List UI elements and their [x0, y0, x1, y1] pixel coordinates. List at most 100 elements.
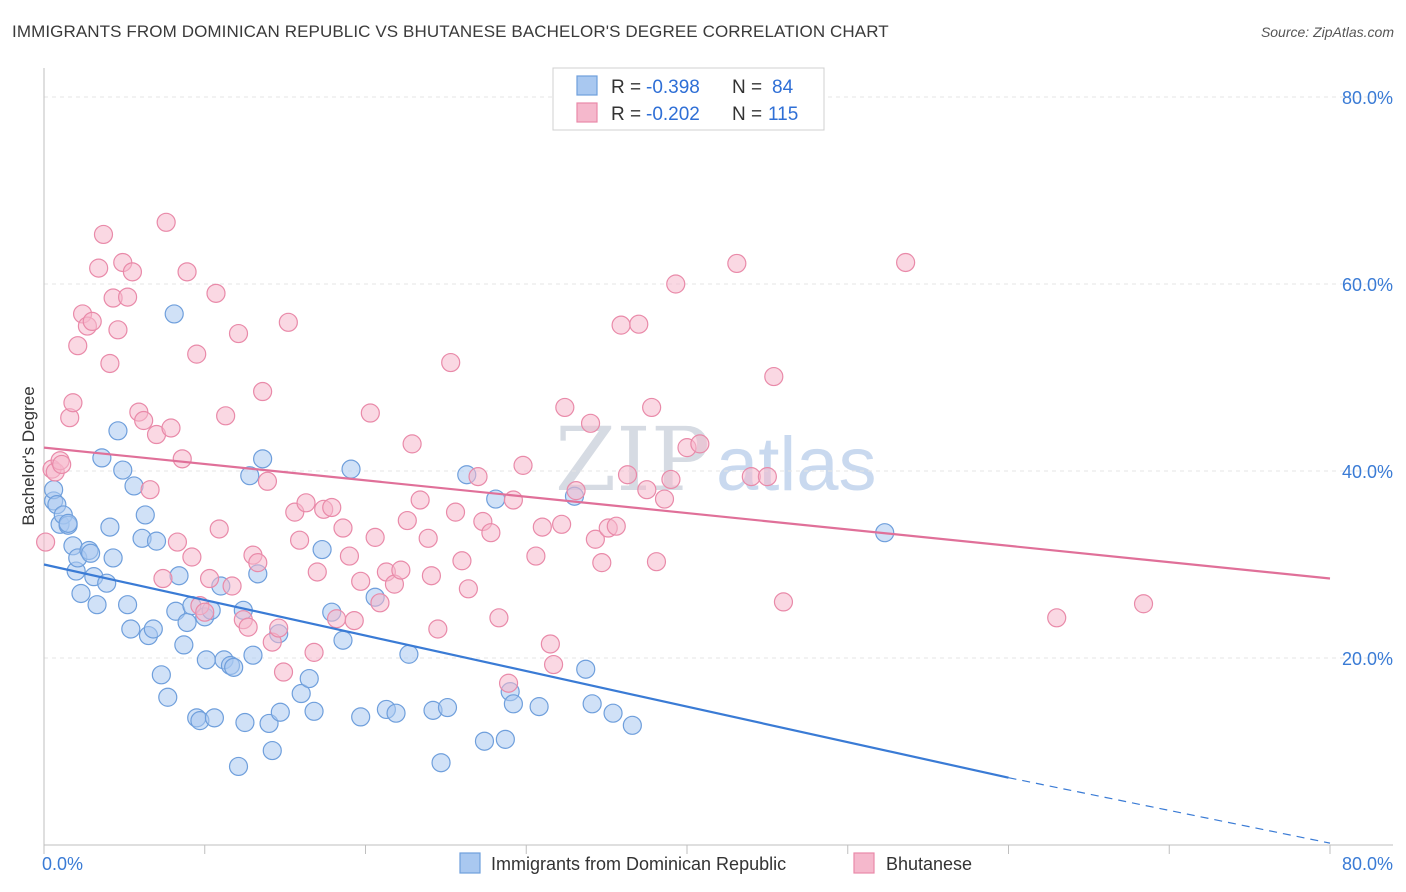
point-bhutanese-110 [764, 366, 784, 387]
legend-swatch-dominican [576, 75, 598, 96]
point-bhutanese-81 [498, 673, 519, 693]
point-bhutanese-67 [397, 510, 417, 531]
legend-r-label-dominican: R = [611, 77, 641, 98]
source-label: Source: ZipAtlas.com [1260, 24, 1394, 40]
point-dominican-60 [304, 701, 324, 721]
point-bhutanese-95 [606, 516, 626, 536]
series-bhutanese [36, 212, 1154, 693]
x-ticks [43, 845, 1331, 854]
series-dominican-republic [44, 304, 895, 777]
point-bhutanese-42 [248, 553, 268, 573]
point-dominican-6 [58, 513, 78, 533]
bottom-legend-label-dominican: Immigrants from Dominican Republic [491, 854, 786, 874]
point-bhutanese-11 [89, 258, 109, 278]
point-dominican-57 [270, 702, 290, 722]
y-tick-label-60: 60.0% [1342, 275, 1393, 295]
chart-title: IMMIGRANTS FROM DOMINICAN REPUBLIC VS BH… [12, 22, 889, 41]
point-dominican-20 [113, 460, 133, 480]
point-dominican-51 [243, 645, 263, 665]
point-bhutanese-55 [322, 497, 342, 518]
point-bhutanese-91 [580, 413, 601, 433]
point-dominican-78 [503, 694, 523, 714]
point-dominican-74 [474, 731, 495, 751]
trend-line-extension-dominican [1008, 777, 1331, 844]
y-tick-label-40: 40.0% [1342, 462, 1393, 482]
point-bhutanese-71 [421, 566, 442, 586]
point-dominican-71 [431, 753, 451, 773]
point-bhutanese-50 [289, 530, 310, 550]
point-bhutanese-88 [552, 514, 572, 534]
point-bhutanese-4 [52, 454, 72, 475]
point-dominican-55 [262, 740, 282, 761]
point-bhutanese-99 [637, 480, 657, 500]
y-tick-labels: 20.0% 40.0% 60.0% 80.0% [1342, 88, 1393, 669]
point-bhutanese-37 [222, 576, 242, 596]
point-bhutanese-108 [741, 467, 761, 487]
point-bhutanese-74 [445, 502, 466, 522]
point-bhutanese-62 [365, 527, 385, 547]
point-bhutanese-44 [257, 471, 278, 491]
point-bhutanese-92 [585, 529, 605, 549]
point-bhutanese-29 [182, 547, 202, 567]
point-bhutanese-106 [690, 434, 710, 454]
legend-n-value-bhutanese: 115 [768, 104, 798, 125]
trend-line-bhutanese [43, 446, 1331, 580]
point-dominican-53 [253, 449, 273, 469]
point-dominican-17 [100, 517, 120, 537]
point-dominican-23 [124, 476, 144, 496]
point-dominican-69 [399, 644, 419, 664]
point-bhutanese-10 [82, 311, 102, 331]
bottom-legend-swatch-dominican [459, 852, 481, 874]
point-bhutanese-111 [773, 592, 794, 612]
point-bhutanese-56 [326, 609, 347, 629]
point-bhutanese-107 [727, 253, 747, 274]
point-bhutanese-83 [513, 455, 533, 475]
point-bhutanese-69 [410, 490, 430, 510]
point-bhutanese-90 [566, 481, 586, 501]
point-bhutanese-51 [296, 493, 316, 513]
point-bhutanese-86 [540, 634, 560, 654]
point-bhutanese-93 [592, 553, 612, 573]
point-bhutanese-43 [253, 381, 273, 402]
point-bhutanese-17 [117, 287, 138, 307]
point-bhutanese-52 [304, 642, 324, 662]
y-tick-label-80: 80.0% [1342, 88, 1393, 108]
point-dominican-29 [151, 665, 171, 685]
point-bhutanese-34 [206, 283, 226, 303]
point-bhutanese-101 [646, 552, 667, 572]
point-bhutanese-18 [122, 262, 143, 282]
point-bhutanese-87 [543, 654, 564, 675]
point-bhutanese-33 [199, 568, 220, 589]
point-bhutanese-79 [481, 523, 501, 543]
legend-r-value-bhutanese: -0.202 [646, 104, 700, 125]
point-bhutanese-32 [195, 602, 215, 622]
point-bhutanese-27 [172, 449, 192, 469]
point-dominican-21 [117, 595, 138, 615]
point-dominican-28 [146, 531, 167, 551]
point-bhutanese-13 [100, 353, 120, 374]
point-bhutanese-73 [441, 352, 461, 373]
point-dominican-59 [299, 668, 319, 689]
point-dominican-10 [71, 583, 91, 604]
legend-n-value-dominican: 84 [772, 77, 794, 98]
point-dominican-61 [312, 539, 332, 560]
point-bhutanese-102 [654, 489, 675, 509]
legend-r-label-bhutanese: R = [611, 104, 641, 125]
legend-r-value-dominican: -0.398 [646, 77, 700, 98]
point-dominican-30 [158, 687, 178, 707]
point-dominican-81 [576, 659, 596, 679]
point-bhutanese-84 [526, 546, 546, 566]
point-bhutanese-25 [161, 418, 181, 438]
point-bhutanese-70 [418, 528, 438, 548]
point-bhutanese-12 [93, 224, 114, 245]
point-bhutanese-96 [611, 315, 631, 335]
point-bhutanese-53 [307, 562, 327, 582]
point-bhutanese-80 [489, 608, 509, 628]
point-dominican-31 [164, 304, 184, 324]
point-bhutanese-68 [402, 434, 422, 454]
trend-lines [43, 446, 1331, 844]
point-bhutanese-48 [278, 312, 298, 332]
point-bhutanese-26 [167, 532, 188, 552]
point-bhutanese-97 [617, 465, 638, 485]
